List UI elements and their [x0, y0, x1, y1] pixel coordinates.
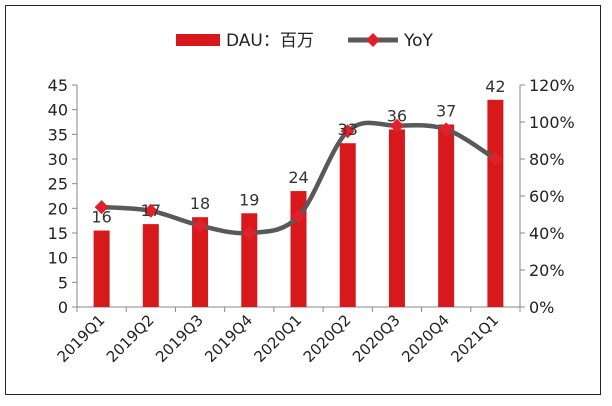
bar [93, 230, 110, 307]
left-tick-label: 15 [48, 224, 68, 243]
left-tick-label: 40 [48, 101, 68, 120]
x-tick-label: 2020Q3 [349, 311, 404, 366]
x-tick-label: 2020Q2 [300, 311, 355, 366]
x-tick-label: 2021Q1 [447, 311, 502, 366]
legend-line-label: YoY [403, 31, 434, 51]
left-tick-label: 10 [48, 249, 68, 268]
left-tick-label: 30 [48, 150, 68, 169]
bar-value-label: 18 [190, 194, 210, 213]
yoy-point [439, 122, 454, 137]
legend-bar-swatch [176, 34, 220, 46]
bar-value-label: 36 [387, 106, 407, 125]
bar-value-label: 17 [141, 201, 161, 220]
bar [241, 213, 258, 307]
right-tick-label: 120% [529, 76, 575, 95]
legend: DAU：百万 YoY [176, 31, 434, 51]
bar-value-label: 24 [288, 168, 308, 187]
line-series [94, 118, 503, 240]
bar [487, 99, 504, 307]
bar [438, 124, 455, 307]
yoy-point [242, 226, 257, 240]
left-tick-label: 35 [48, 125, 68, 144]
bar-series [93, 99, 504, 307]
bar-value-label: 42 [485, 77, 505, 96]
x-tick-label: 2020Q4 [398, 311, 453, 366]
yoy-point [291, 209, 306, 224]
yoy-point [488, 152, 503, 166]
right-tick-label: 100% [529, 113, 575, 132]
bar [192, 217, 209, 307]
right-tick-label: 40% [529, 224, 565, 243]
left-tick-label: 25 [48, 175, 68, 194]
right-tick-label: 60% [529, 187, 565, 206]
left-tick-label: 20 [48, 199, 68, 218]
bar [388, 129, 405, 307]
x-tick-label: 2019Q3 [152, 311, 207, 366]
bar-value-label: 19 [239, 190, 259, 209]
x-tick-label: 2019Q1 [54, 311, 109, 366]
yoy-point [340, 124, 355, 139]
bar [339, 143, 356, 307]
yoy-point [143, 203, 158, 218]
x-tick-label: 2019Q2 [103, 311, 158, 366]
bar-value-label: 16 [91, 208, 111, 227]
legend-bar-label: DAU：百万 [226, 31, 314, 51]
left-tick-label: 45 [48, 76, 68, 95]
right-tick-label: 20% [529, 261, 565, 280]
yoy-point [193, 218, 208, 233]
bar-value-label: 33 [338, 120, 358, 139]
right-tick-label: 0% [529, 298, 554, 317]
left-tick-label: 5 [58, 273, 68, 292]
left-tick-label: 0 [58, 298, 68, 317]
x-tick-label: 2019Q4 [201, 311, 256, 366]
bar [142, 224, 159, 307]
yoy-point [389, 118, 404, 133]
x-tick-label: 2020Q1 [251, 311, 306, 366]
bar-value-label: 37 [436, 101, 456, 120]
yoy-point [94, 200, 109, 215]
data-labels: 16 17 18 19 24 33 36 37 42 [91, 77, 505, 227]
legend-line-marker [366, 33, 380, 47]
right-tick-label: 80% [529, 150, 565, 169]
